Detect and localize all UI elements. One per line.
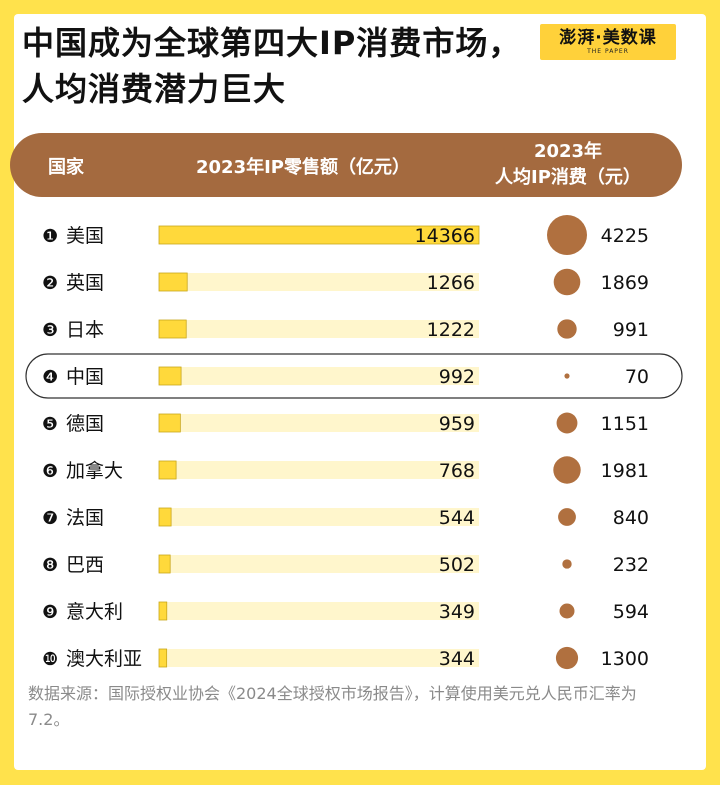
retail-value-label: 1222 [427, 319, 475, 341]
page-title: 中国成为全球第四大IP消费市场，人均消费潜力巨大 [22, 24, 522, 108]
bar-track [159, 461, 479, 479]
retail-bar [158, 225, 480, 245]
per-capita-value-label: 70 [625, 366, 649, 388]
retail-value-label: 544 [439, 507, 475, 529]
per-capita-value-label: 991 [613, 319, 649, 341]
bar-track [159, 414, 479, 432]
rank-badge: ❾ [42, 602, 58, 623]
rank-badge: ❷ [42, 273, 58, 294]
bar-track [159, 602, 479, 620]
retail-bar [158, 319, 187, 339]
table-header: 国家 2023年IP零售额（亿元） 2023年 人均IP消费（元） [10, 133, 682, 197]
country-label: 中国 [66, 366, 104, 388]
country-label: 法国 [66, 507, 104, 529]
retail-value-label: 959 [439, 413, 475, 435]
per-capita-value-label: 1981 [601, 460, 649, 482]
retail-bar [158, 601, 168, 621]
retail-bar [158, 366, 182, 386]
rank-badge: ❸ [42, 320, 58, 341]
rank-badge: ❹ [42, 367, 58, 388]
logo-text: 澎湃·美数课 [559, 28, 657, 48]
retail-value-label: 344 [439, 648, 475, 670]
retail-value-label: 14366 [415, 225, 475, 247]
bar-track [159, 555, 479, 573]
bar-track [159, 649, 479, 667]
rank-badge: ❶ [42, 226, 58, 247]
per-capita-value-label: 1151 [601, 413, 649, 435]
per-capita-value-label: 1869 [601, 272, 649, 294]
per-capita-value-label: 232 [613, 554, 649, 576]
per-capita-bubble [556, 412, 578, 434]
per-capita-value-label: 1300 [601, 648, 649, 670]
per-capita-bubble [547, 215, 587, 255]
bar-track [159, 367, 479, 385]
retail-value-label: 992 [439, 366, 475, 388]
publisher-logo: 澎湃·美数课 THE PAPER [540, 24, 676, 60]
retail-value-label: 1266 [427, 272, 475, 294]
retail-value-label: 768 [439, 460, 475, 482]
retail-bar [158, 554, 171, 574]
per-capita-bubble [553, 268, 581, 296]
per-capita-value-label: 840 [613, 507, 649, 529]
bar-track [159, 508, 479, 526]
country-label: 英国 [66, 272, 104, 294]
header-retail: 2023年IP零售额（亿元） [196, 157, 410, 178]
per-capita-bubble [562, 559, 572, 569]
header-country: 国家 [48, 157, 84, 178]
bar-track [159, 273, 479, 291]
header-per-capita-year: 2023年 [533, 141, 603, 162]
country-label: 澳大利亚 [66, 648, 142, 670]
per-capita-bubble [553, 456, 581, 484]
country-label: 美国 [66, 225, 104, 247]
per-capita-value-label: 4225 [601, 225, 649, 247]
bar-track [159, 320, 479, 338]
country-label: 德国 [66, 413, 104, 435]
rank-badge: ❺ [42, 414, 58, 435]
rank-badge: ❽ [42, 555, 58, 576]
retail-bar [158, 413, 181, 433]
retail-bar [158, 272, 188, 292]
per-capita-bubble [559, 603, 575, 619]
source-note: 数据来源：国际授权业协会《2024全球授权市场报告》，计算使用美元兑人民币汇率为… [28, 684, 637, 729]
rank-badge: ❼ [42, 508, 58, 529]
retail-bar [158, 507, 172, 527]
highlight-row-outline [25, 353, 683, 399]
country-label: 日本 [66, 319, 104, 341]
header-per-capita-label: 人均IP消费（元） [495, 167, 641, 188]
header-per-capita: 2023年 人均IP消费（元） [488, 139, 648, 191]
logo-subtext: THE PAPER [587, 48, 629, 55]
rank-badge: ❻ [42, 461, 58, 482]
retail-bar [158, 460, 177, 480]
retail-bar [158, 648, 168, 668]
country-label: 巴西 [66, 554, 104, 576]
per-capita-bubble [557, 319, 577, 339]
per-capita-value-label: 594 [613, 601, 649, 623]
rank-badge: ❿ [42, 649, 58, 670]
per-capita-bubble [558, 508, 576, 526]
country-label: 意大利 [66, 601, 123, 623]
per-capita-bubble [555, 646, 579, 670]
per-capita-bubble [564, 373, 570, 379]
country-label: 加拿大 [66, 459, 123, 482]
retail-value-label: 349 [439, 601, 475, 623]
retail-value-label: 502 [439, 554, 475, 576]
